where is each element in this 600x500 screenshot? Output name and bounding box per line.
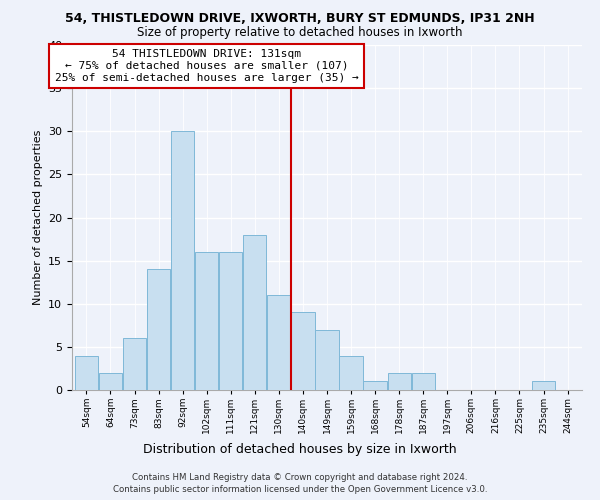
Text: Distribution of detached houses by size in Ixworth: Distribution of detached houses by size … [143, 442, 457, 456]
Text: Contains public sector information licensed under the Open Government Licence v3: Contains public sector information licen… [113, 485, 487, 494]
Text: 54 THISTLEDOWN DRIVE: 131sqm
← 75% of detached houses are smaller (107)
25% of s: 54 THISTLEDOWN DRIVE: 131sqm ← 75% of de… [55, 50, 359, 82]
Text: 54, THISTLEDOWN DRIVE, IXWORTH, BURY ST EDMUNDS, IP31 2NH: 54, THISTLEDOWN DRIVE, IXWORTH, BURY ST … [65, 12, 535, 26]
Bar [267, 295, 290, 390]
Bar [147, 269, 170, 390]
Y-axis label: Number of detached properties: Number of detached properties [32, 130, 43, 305]
Bar [340, 356, 363, 390]
Bar [195, 252, 218, 390]
Bar [291, 312, 314, 390]
Bar [75, 356, 98, 390]
Bar [171, 131, 194, 390]
Bar [388, 373, 411, 390]
Bar [412, 373, 435, 390]
Bar [219, 252, 242, 390]
Text: Size of property relative to detached houses in Ixworth: Size of property relative to detached ho… [137, 26, 463, 39]
Bar [99, 373, 122, 390]
Bar [316, 330, 338, 390]
Bar [364, 382, 387, 390]
Bar [123, 338, 146, 390]
Text: Contains HM Land Registry data © Crown copyright and database right 2024.: Contains HM Land Registry data © Crown c… [132, 472, 468, 482]
Bar [532, 382, 555, 390]
Bar [243, 235, 266, 390]
